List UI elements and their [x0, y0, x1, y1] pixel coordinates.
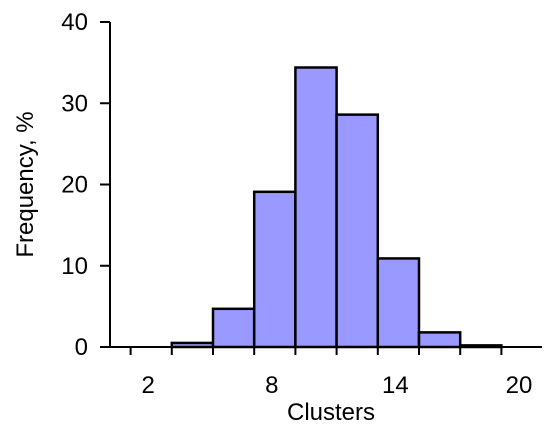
histogram-bar-2	[211, 307, 256, 349]
x-tick-label-20: 20	[506, 372, 533, 399]
x-tick-label-2: 2	[142, 372, 155, 399]
y-tick-label-10: 10	[61, 253, 88, 280]
y-tick-label-20: 20	[61, 172, 88, 199]
histogram-bar-7	[417, 331, 462, 349]
x-axis-title: Clusters	[287, 399, 375, 425]
histogram-bar-6	[376, 257, 421, 349]
y-tick-label-40: 40	[61, 9, 88, 36]
y-axis-title: Frequency, %	[12, 111, 39, 257]
bars-group	[170, 66, 503, 349]
x-tick-label-14: 14	[382, 372, 409, 399]
histogram-bar-3	[252, 190, 297, 349]
y-ticks-group: 0 10 20 30 40	[61, 9, 110, 361]
x-tick-label-8: 8	[265, 372, 278, 399]
x-ticks-group: 2 8 14 20	[129, 347, 533, 399]
histogram-bar-4	[294, 66, 338, 349]
y-tick-label-30: 30	[61, 90, 88, 117]
histogram-bar-5	[335, 113, 380, 349]
y-tick-label-0: 0	[75, 334, 88, 361]
